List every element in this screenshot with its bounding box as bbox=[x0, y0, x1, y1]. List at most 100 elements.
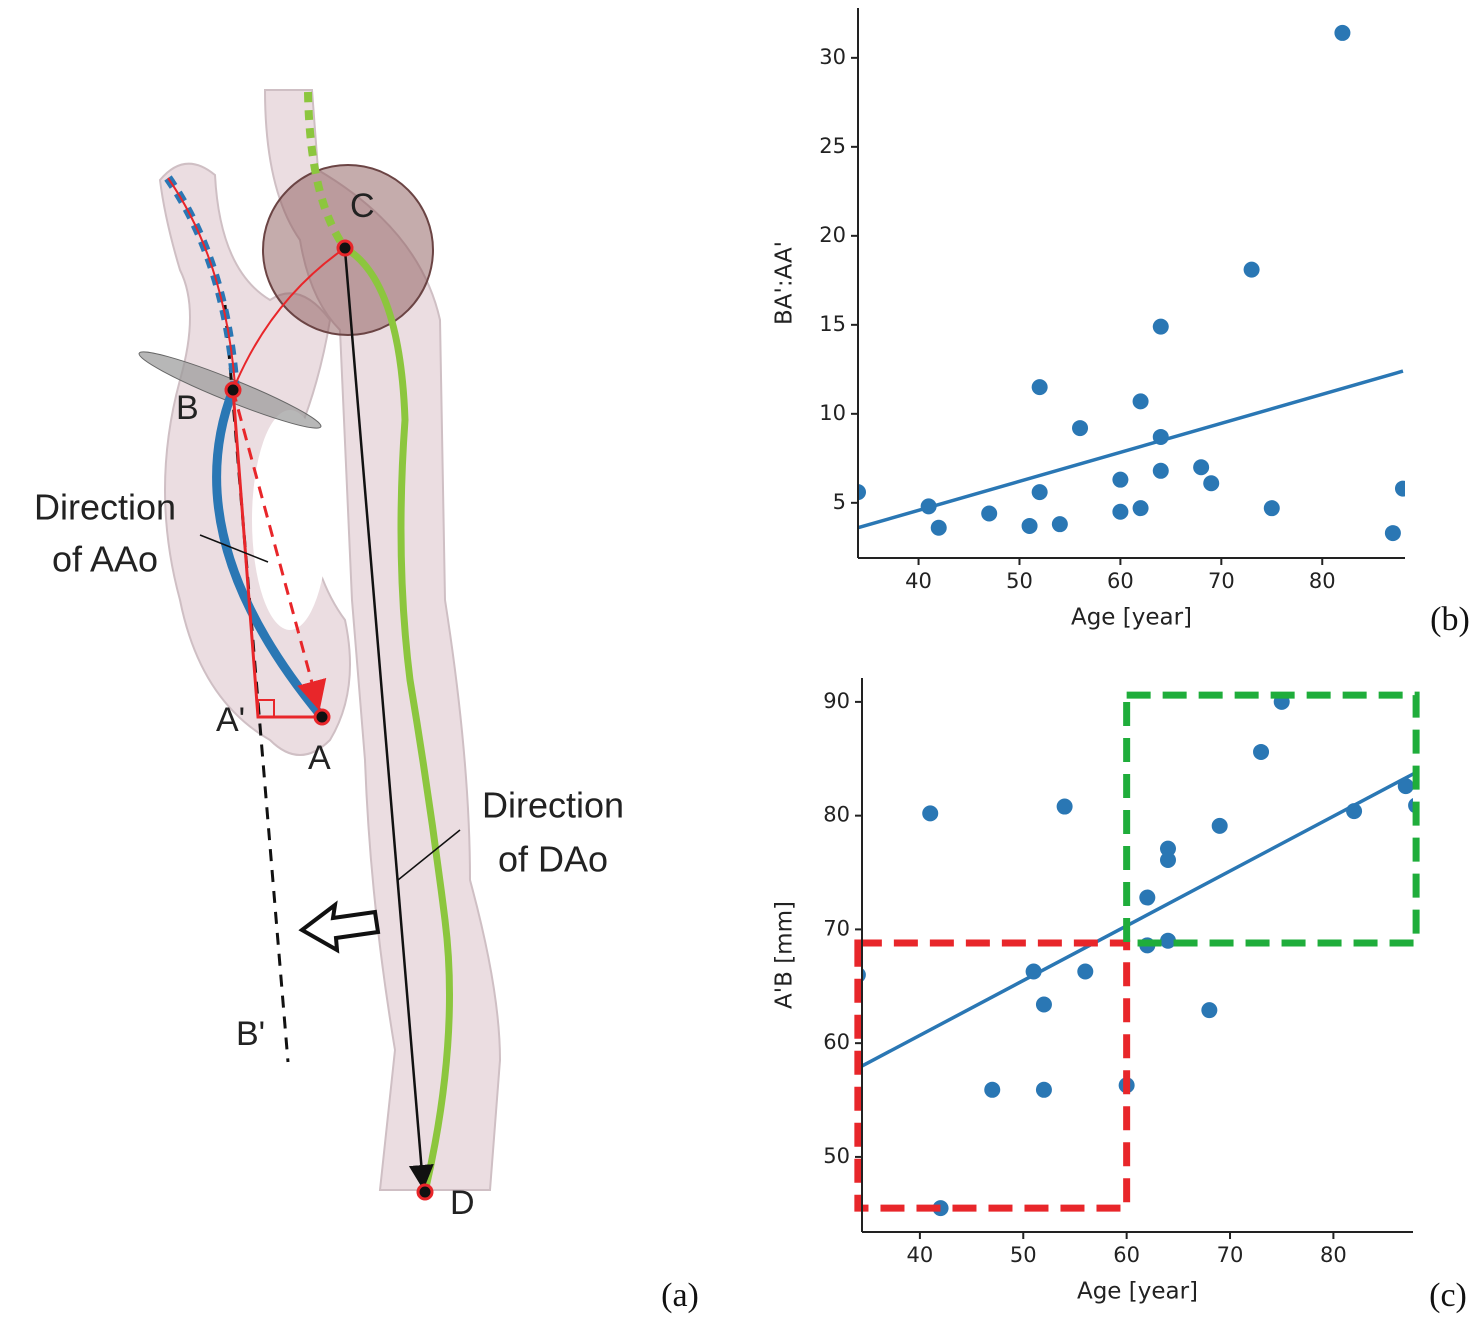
x-axis-label: Age [year] bbox=[1077, 1279, 1198, 1305]
point bbox=[1211, 817, 1228, 834]
point bbox=[1201, 1002, 1218, 1019]
point-label: B bbox=[176, 389, 199, 427]
green-curve bbox=[343, 244, 453, 1193]
y-tick-label: 80 bbox=[823, 803, 850, 827]
blue-curve bbox=[212, 388, 326, 720]
panel-label: (a) bbox=[661, 1277, 699, 1314]
y-tick-label: 5 bbox=[833, 490, 846, 514]
x-tick-label: 60 bbox=[1113, 1243, 1140, 1267]
y-tick-label: 50 bbox=[823, 1144, 850, 1168]
point-label: C bbox=[350, 187, 375, 225]
point-label: B' bbox=[236, 1015, 265, 1053]
y-tick-label: 70 bbox=[823, 916, 850, 940]
point bbox=[1394, 480, 1405, 497]
point-c bbox=[336, 239, 354, 257]
red-arc bbox=[232, 247, 346, 391]
point bbox=[1139, 889, 1156, 906]
point bbox=[1051, 516, 1068, 533]
x-tick-label: 70 bbox=[1208, 569, 1235, 593]
x-tick-label: 60 bbox=[1107, 569, 1134, 593]
point bbox=[1077, 963, 1094, 980]
region-box bbox=[1123, 691, 1420, 947]
direction-label: Direction bbox=[34, 487, 176, 528]
y-tick-label: 10 bbox=[819, 401, 846, 425]
y-tick-label: 30 bbox=[819, 45, 846, 69]
x-tick-label: 50 bbox=[1006, 569, 1033, 593]
point bbox=[1021, 517, 1038, 534]
point bbox=[1132, 500, 1149, 517]
y-tick-label: 15 bbox=[819, 312, 846, 336]
point bbox=[1334, 24, 1351, 41]
point bbox=[1159, 840, 1176, 857]
point bbox=[1203, 475, 1220, 492]
point bbox=[1031, 484, 1048, 501]
point-a bbox=[313, 708, 331, 726]
red-centerline bbox=[167, 177, 236, 386]
point-label: A' bbox=[216, 701, 245, 739]
point-b bbox=[224, 381, 242, 399]
point bbox=[1243, 261, 1260, 278]
right-angle bbox=[257, 699, 275, 718]
plot-area bbox=[862, 693, 1413, 1217]
point bbox=[1152, 462, 1169, 479]
x-axis-label: Age [year] bbox=[1071, 605, 1192, 631]
point bbox=[1035, 996, 1052, 1013]
point bbox=[1152, 318, 1169, 335]
y-tick-label: 20 bbox=[819, 223, 846, 247]
x-tick-label: 80 bbox=[1309, 569, 1336, 593]
point bbox=[984, 1081, 1001, 1098]
point bbox=[1253, 743, 1270, 760]
point-d bbox=[416, 1183, 434, 1201]
point bbox=[1159, 852, 1176, 869]
point bbox=[1035, 1081, 1052, 1098]
y-tick-label: 90 bbox=[823, 689, 850, 713]
plot: 40 50 60 70 80 5 10 15 20 25 30 Age [year] BA':AA' (b… bbox=[772, 8, 1470, 638]
x-tick-label: 80 bbox=[1320, 1243, 1347, 1267]
direction-label: Direction bbox=[482, 785, 624, 826]
hollow-arrow bbox=[298, 900, 381, 954]
point bbox=[922, 805, 939, 822]
point bbox=[858, 484, 866, 501]
plot-area bbox=[858, 24, 1405, 542]
point bbox=[1159, 932, 1176, 949]
point bbox=[1193, 459, 1210, 476]
point bbox=[1072, 420, 1089, 437]
point-label: D bbox=[450, 1184, 475, 1222]
panel-label: (c) bbox=[1429, 1277, 1467, 1314]
dao-arrow bbox=[343, 249, 434, 1190]
point-label: A bbox=[308, 739, 331, 777]
y-axis-label: BA':AA' bbox=[772, 241, 798, 325]
point bbox=[1132, 393, 1149, 410]
point bbox=[1408, 798, 1413, 813]
aorta-diagram: C B A' A B' D Direction of AAo Direction… bbox=[34, 89, 699, 1314]
direction-label: of DAo bbox=[498, 839, 608, 880]
opening bbox=[252, 410, 328, 630]
point bbox=[1112, 471, 1129, 488]
point bbox=[1056, 798, 1073, 815]
aao-arrow bbox=[231, 389, 327, 711]
panel-label: (b) bbox=[1430, 601, 1470, 638]
point bbox=[932, 1200, 949, 1217]
x-tick-label: 40 bbox=[907, 1243, 934, 1267]
point bbox=[1384, 525, 1401, 542]
fit-line bbox=[862, 772, 1413, 1068]
x-tick-label: 70 bbox=[1217, 1243, 1244, 1267]
region-box bbox=[854, 939, 1131, 1212]
y-axis-label: A'B [mm] bbox=[772, 901, 798, 1009]
y-tick-label: 60 bbox=[823, 1030, 850, 1054]
point bbox=[981, 505, 998, 522]
direction-label: of AAo bbox=[52, 539, 158, 580]
aao-leader bbox=[199, 534, 269, 563]
dao-leader bbox=[397, 829, 461, 881]
point bbox=[930, 519, 947, 536]
point bbox=[1031, 379, 1048, 396]
x-tick-label: 40 bbox=[905, 569, 932, 593]
fit-line bbox=[858, 369, 1404, 530]
green-dotted bbox=[304, 91, 349, 251]
point bbox=[1112, 503, 1129, 520]
y-tick-label: 25 bbox=[819, 134, 846, 158]
point bbox=[1263, 500, 1280, 517]
x-tick-label: 50 bbox=[1010, 1243, 1037, 1267]
plot: 40 50 60 70 80 50 60 70 80 90 Age [year] A'B [mm] (c… bbox=[772, 678, 1467, 1314]
